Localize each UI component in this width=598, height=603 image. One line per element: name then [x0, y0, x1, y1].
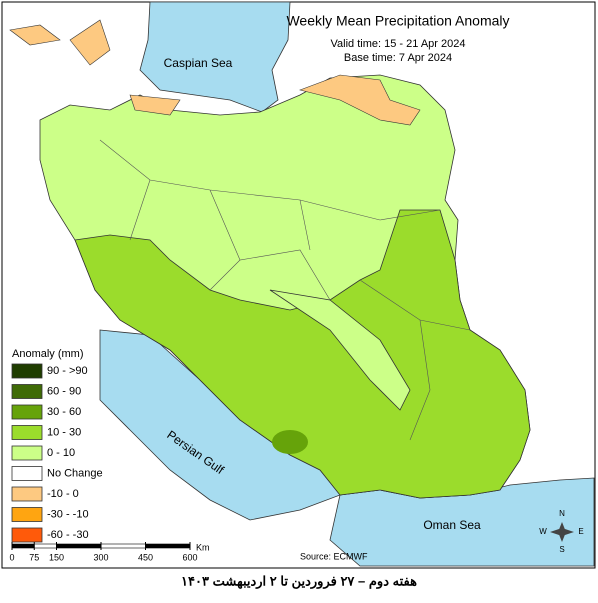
title: Weekly Mean Precipitation Anomaly: [286, 13, 509, 29]
legend-title: Anomaly (mm): [12, 348, 84, 360]
legend-label: 0 - 10: [47, 447, 75, 459]
legend-swatch: [11, 384, 43, 399]
scale-tick-label: 600: [182, 552, 197, 562]
legend-swatch: [11, 466, 43, 481]
scale-tick-label: 300: [93, 552, 108, 562]
legend-label: 60 - 90: [47, 385, 81, 397]
scale-segment: [33, 543, 57, 549]
scale-segment: [56, 543, 102, 549]
legend-label: No Change: [47, 467, 103, 479]
scale-unit: Km: [196, 542, 210, 552]
legend-label: 10 - 30: [47, 426, 81, 438]
scale-bar: 0 75 150 300 450 600: [9, 542, 198, 562]
caspian-label: Caspian Sea: [164, 56, 233, 70]
legend-swatch: [11, 527, 43, 543]
base-time: Base time: 7 Apr 2024: [344, 52, 452, 64]
scale-segment: [100, 543, 146, 549]
compass-w: W: [539, 527, 547, 536]
region-wet: [74, 209, 531, 499]
caspian-sea: [139, 1, 291, 113]
legend: 90 - >90 60 - 90 30 - 60 10 - 30 0 - 10 No Ch…: [11, 363, 103, 543]
scale-tick-label: 150: [49, 552, 64, 562]
legend-swatch: [11, 425, 43, 440]
legend-label: -30 - -10: [47, 508, 89, 520]
oman-label: Oman Sea: [423, 518, 481, 532]
region-light: [269, 289, 411, 411]
caption: هفته دوم – ۲۷ فروردین تا ۲ اردیبهشت ۱۴۰۳: [181, 573, 417, 589]
legend-swatch: [11, 404, 43, 420]
source: Source: ECMWF: [300, 551, 368, 561]
scale-tick-label: 450: [138, 552, 153, 562]
region-dry: [9, 19, 421, 126]
legend-label: -10 - 0: [47, 488, 79, 500]
legend-swatch: [11, 445, 43, 461]
scale-tick-label: 75: [29, 552, 39, 562]
legend-swatch: [11, 507, 43, 522]
compass-s: S: [559, 545, 564, 554]
compass: N S E W: [539, 509, 583, 554]
region-darker: [272, 430, 308, 454]
compass-n: N: [559, 509, 565, 518]
legend-label: -60 - -30: [47, 529, 89, 541]
scale-segment: [145, 543, 191, 549]
legend-swatch: [11, 486, 43, 502]
province-borders: [99, 139, 471, 441]
legend-swatch: [11, 363, 43, 379]
compass-e: E: [578, 527, 583, 536]
scale-tick-label: 0: [9, 552, 14, 562]
valid-time: Valid time: 15 - 21 Apr 2024: [331, 38, 466, 50]
legend-label: 30 - 60: [47, 406, 81, 418]
scale-segment: [11, 543, 35, 549]
legend-label: 90 - >90: [47, 365, 88, 377]
